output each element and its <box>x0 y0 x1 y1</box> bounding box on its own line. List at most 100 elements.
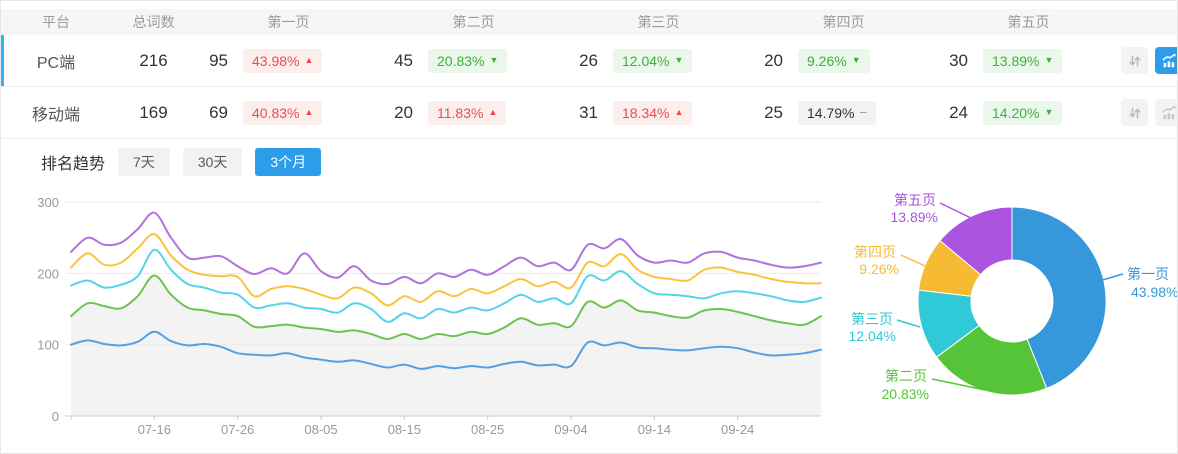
sort-arrows-icon <box>1129 54 1140 67</box>
trend-line-第五页 <box>70 211 822 286</box>
label-leader-line <box>1098 273 1124 282</box>
down-trend-icon: ▼ <box>851 55 861 65</box>
table-row-移动端[interactable]: 移动端 169 69 40.83% ▲ 20 11.83% ▲ 31 18.34% ▲ 25 14.79… <box>1 87 1177 139</box>
pct-badge-down: 14.20% ▼ <box>983 100 1063 125</box>
donut-label-第四页: 第四页 <box>854 244 896 260</box>
sort-button[interactable] <box>1121 99 1148 126</box>
up-trend-icon: ▲ <box>304 107 314 117</box>
page-5-cell: 24 14.20% ▼ <box>936 100 1121 125</box>
column-header-4: 第二页 <box>452 14 495 30</box>
y-axis-label-200: 200 <box>37 266 59 281</box>
donut-pct-第五页: 13.89% <box>891 209 938 225</box>
page-1-cell: 95 43.98% ▲ <box>196 48 381 73</box>
trend-tab-3个月[interactable]: 3个月 <box>255 148 322 176</box>
up-trend-icon: ▲ <box>488 107 498 117</box>
trend-tab-7天[interactable]: 7天 <box>118 148 170 176</box>
page-count: 26 <box>579 50 598 70</box>
x-axis-label: 09-04 <box>554 422 587 437</box>
pct-badge-up: 18.34% ▲ <box>613 100 693 125</box>
table-row-PC端[interactable]: PC端 216 95 43.98% ▲ 45 20.83% ▼ 26 12.04% ▼ 20 9.26%… <box>1 35 1177 87</box>
flat-trend-icon: − <box>859 105 868 120</box>
donut-label-第三页: 第三页 <box>851 311 893 327</box>
column-header-6: 第四页 <box>822 14 865 30</box>
donut-pct-第二页: 20.83% <box>882 386 929 402</box>
x-axis-label: 09-24 <box>721 422 754 437</box>
row-actions <box>1121 47 1177 74</box>
page-count: 31 <box>579 102 598 122</box>
page-count: 20 <box>394 102 413 122</box>
sort-arrows-icon <box>1129 106 1140 119</box>
x-axis-label: 07-16 <box>138 422 171 437</box>
label-leader-line <box>939 202 972 219</box>
down-trend-icon: ▼ <box>489 55 499 65</box>
page-4-cell: 25 14.79% − <box>751 100 936 125</box>
page-2-cell: 20 11.83% ▲ <box>381 100 566 125</box>
label-leader-line <box>931 378 986 391</box>
pct-value: 14.79% <box>807 104 855 121</box>
column-header-5: 第三页 <box>637 14 680 30</box>
label-leader-line <box>896 319 921 328</box>
donut-pct-第四页: 9.26% <box>859 261 899 277</box>
total-words: 169 <box>139 102 168 122</box>
label-leader-line <box>900 254 926 267</box>
page-count: 30 <box>949 50 968 70</box>
column-header-3: 第一页 <box>267 14 310 30</box>
y-axis-label-100: 100 <box>37 338 59 353</box>
pct-value: 14.20% <box>992 104 1040 121</box>
page-1-cell: 69 40.83% ▲ <box>196 100 381 125</box>
show-trend-button[interactable] <box>1155 99 1177 126</box>
pct-value: 9.26% <box>807 52 847 69</box>
pct-badge-down: 9.26% ▼ <box>798 48 870 73</box>
pct-value: 18.34% <box>622 104 670 121</box>
pct-value: 43.98% <box>252 52 300 69</box>
table-header: 平台 总词数 第一页 第二页 第三页 第四页 第五页 <box>1 9 1177 35</box>
y-axis-label-0: 0 <box>52 409 59 424</box>
pct-value: 12.04% <box>622 52 670 69</box>
page-5-cell: 30 13.89% ▼ <box>936 48 1121 73</box>
page-2-cell: 45 20.83% ▼ <box>381 48 566 73</box>
trend-tab-30天[interactable]: 30天 <box>182 148 243 176</box>
pct-value: 13.89% <box>992 52 1040 69</box>
trend-line-第二页 <box>70 274 822 341</box>
pct-badge-flat: 14.79% − <box>798 100 877 125</box>
sort-button[interactable] <box>1121 47 1148 74</box>
x-axis-label: 08-05 <box>304 422 337 437</box>
trend-header: 排名趋势 7天 30天 3个月 <box>41 148 322 176</box>
pct-badge-up: 11.83% ▲ <box>428 100 507 125</box>
x-axis-label: 08-25 <box>471 422 504 437</box>
x-axis-label: 07-26 <box>221 422 254 437</box>
donut-slice-第一页[interactable] <box>1011 206 1107 390</box>
page-count: 45 <box>394 50 413 70</box>
donut-slice-第五页[interactable] <box>939 206 1013 276</box>
show-trend-button[interactable] <box>1155 47 1177 74</box>
down-trend-icon: ▼ <box>674 55 684 65</box>
platform-name: 移动端 <box>31 106 80 124</box>
up-trend-icon: ▲ <box>304 55 314 65</box>
donut-slice-第二页[interactable] <box>935 324 1048 396</box>
pct-badge-up: 40.83% ▲ <box>243 100 323 125</box>
trend-chart-icon <box>1162 53 1176 67</box>
donut-pct-第三页: 12.04% <box>849 328 896 344</box>
page-count: 69 <box>209 102 228 122</box>
total-words: 216 <box>139 50 168 70</box>
page-count: 20 <box>764 50 783 70</box>
donut-label-第五页: 第五页 <box>894 192 936 208</box>
donut-pct-第一页: 43.98% <box>1131 284 1178 300</box>
page-count: 95 <box>209 50 228 70</box>
page-count: 24 <box>949 102 968 122</box>
page-3-cell: 31 18.34% ▲ <box>566 100 751 125</box>
page-4-cell: 20 9.26% ▼ <box>751 48 936 73</box>
trend-line-第三页 <box>70 248 822 323</box>
donut-label-第一页: 第一页 <box>1127 266 1169 282</box>
trend-line-第一页 <box>70 330 822 370</box>
area-under-第二页 <box>71 275 821 416</box>
x-axis-label: 08-15 <box>388 422 421 437</box>
column-header-7: 第五页 <box>1007 14 1050 30</box>
trend-section-title: 排名趋势 <box>41 156 106 173</box>
column-header-1: 平台 <box>42 14 70 30</box>
pct-badge-up: 43.98% ▲ <box>243 48 323 73</box>
column-header-2: 总词数 <box>132 14 175 30</box>
pct-value: 11.83% <box>437 104 484 121</box>
